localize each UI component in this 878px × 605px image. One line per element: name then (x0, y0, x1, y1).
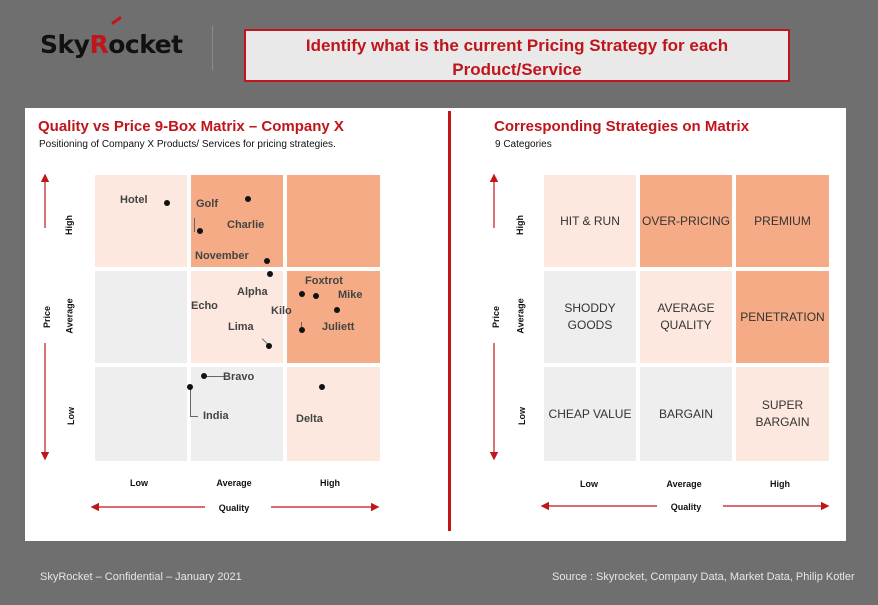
left-cell-high-average (191, 175, 283, 267)
left-cell-high-high (287, 175, 380, 267)
item-dot-lima (266, 343, 272, 349)
right-col-label-low: Low (580, 479, 598, 489)
strategy-average-quality: AVERAGE QUALITY (640, 271, 732, 363)
slide-title: Identify what is the current Pricing Str… (244, 29, 790, 82)
strategy-premium: PREMIUM (736, 175, 829, 267)
leader-line (194, 218, 195, 232)
leader-line (301, 322, 302, 330)
content-panel: Quality vs Price 9-Box Matrix – Company … (25, 108, 846, 541)
logo-separator (212, 26, 213, 70)
left-cell-high-low (95, 175, 187, 267)
left-col-label-average: Average (216, 478, 252, 488)
item-label-mike: Mike (338, 289, 363, 301)
item-label-echo: Echo (191, 300, 218, 312)
left-col-label-low: Low (130, 478, 148, 488)
logo-accent-mark (111, 16, 122, 25)
left-cell-average-high (287, 271, 380, 363)
strategy-hit-and-run: HIT & RUN (544, 175, 636, 267)
item-label-golf: Golf (196, 198, 218, 210)
slide-title-line1: Identify what is the current Pricing Str… (305, 36, 729, 55)
item-dot-delta (319, 384, 325, 390)
left-cell-average-low (95, 271, 187, 363)
slide-title-line2: Product/Service (452, 60, 582, 79)
item-dot-juliett (334, 307, 340, 313)
item-dot-hotel (164, 200, 170, 206)
footer-source: Source : Skyrocket, Company Data, Market… (552, 571, 855, 583)
leader-line (190, 416, 198, 417)
item-dot-kilo (299, 327, 305, 333)
left-matrix-subtitle: Positioning of Company X Products/ Servi… (39, 139, 336, 150)
footer-confidential: SkyRocket – Confidential – January 2021 (40, 571, 242, 583)
left-cell-low-average (191, 367, 283, 461)
axis-arrows (40, 173, 830, 512)
strategy-penetration: PENETRATION (736, 271, 829, 363)
right-matrix-title: Corresponding Strategies on Matrix (494, 118, 750, 135)
item-dot-charlie (245, 196, 251, 202)
right-col-label-high: High (770, 479, 790, 489)
item-dot-golf (197, 228, 203, 234)
right-col-label-average: Average (666, 479, 702, 489)
right-quality-axis-label: Quality (670, 502, 702, 512)
item-dot-november (264, 258, 270, 264)
item-label-alpha: Alpha (237, 286, 268, 298)
strategy-shoddy-goods: SHODDY GOODS (544, 271, 636, 363)
item-dot-bravo (201, 373, 207, 379)
leader-line (190, 386, 191, 416)
item-label-lima: Lima (228, 321, 254, 333)
left-col-label-high: High (320, 478, 340, 488)
strategy-bargain: BARGAIN (640, 367, 732, 461)
left-matrix-title: Quality vs Price 9-Box Matrix – Company … (38, 118, 344, 135)
item-label-charlie: Charlie (227, 219, 265, 231)
item-label-hotel: Hotel (120, 194, 148, 206)
skyrocket-logo: SkyRocket (40, 30, 183, 59)
leader-line (204, 376, 224, 377)
item-dot-mike (313, 293, 319, 299)
item-dot-india (187, 384, 193, 390)
right-matrix-subtitle: 9 Categories (495, 139, 552, 150)
strategy-over-pricing: OVER-PRICING (640, 175, 732, 267)
panel-divider (448, 111, 451, 531)
item-label-juliett: Juliett (322, 321, 355, 333)
item-label-india: India (203, 410, 229, 422)
left-cell-low-high (287, 367, 380, 461)
item-dot-foxtrot (299, 291, 305, 297)
item-label-delta: Delta (296, 413, 323, 425)
strategy-cheap-value: CHEAP VALUE (544, 367, 636, 461)
left-cell-low-low (95, 367, 187, 461)
item-dot-alpha (267, 271, 273, 277)
item-label-kilo: Kilo (271, 305, 292, 317)
item-label-november: November (195, 250, 249, 262)
item-label-bravo: Bravo (223, 371, 255, 383)
left-quality-axis-label: Quality (218, 503, 250, 513)
item-label-foxtrot: Foxtrot (305, 275, 343, 287)
strategy-super-bargain: SUPER BARGAIN (736, 367, 829, 461)
